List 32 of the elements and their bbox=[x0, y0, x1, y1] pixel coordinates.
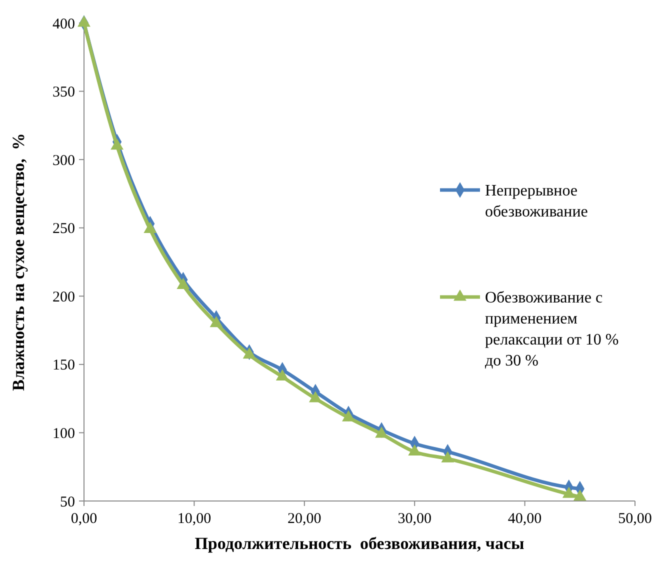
y-tick-label: 400 bbox=[52, 16, 75, 32]
x-tick-label: 50,00 bbox=[618, 511, 652, 527]
y-tick-label: 100 bbox=[52, 426, 75, 442]
point bbox=[276, 369, 289, 380]
x-tick-label: 20,00 bbox=[288, 511, 322, 527]
y-axis-title: Влажность на сухое вещество, % bbox=[9, 133, 28, 391]
y-tick-label: 50 bbox=[60, 494, 75, 510]
point bbox=[210, 316, 223, 328]
point bbox=[573, 489, 586, 501]
y-tick-label: 200 bbox=[52, 289, 75, 306]
y-tick-label: 300 bbox=[52, 152, 75, 169]
legend-label: Непрерывное обезвоживание bbox=[485, 182, 588, 221]
legend-label: Обезвоживание с применением релаксации от 10 % до 30 % bbox=[485, 290, 619, 370]
point bbox=[110, 138, 124, 150]
x-tick-label: 40,00 bbox=[508, 511, 542, 527]
y-tick-label: 350 bbox=[52, 84, 75, 101]
y-tick-label: 150 bbox=[52, 358, 75, 374]
point bbox=[176, 278, 190, 289]
x-axis-title: Продолжительность обезвоживания, часы bbox=[194, 534, 524, 553]
point bbox=[375, 426, 388, 438]
point bbox=[144, 222, 157, 233]
point bbox=[342, 410, 355, 422]
point bbox=[78, 16, 90, 27]
x-tick-label: 30,00 bbox=[398, 511, 432, 527]
x-tick-label: 0,00 bbox=[70, 511, 98, 527]
point bbox=[408, 444, 422, 456]
point bbox=[562, 486, 576, 498]
point bbox=[308, 391, 322, 402]
point bbox=[441, 451, 454, 462]
x-tick-label: 10,00 bbox=[177, 511, 212, 527]
y-tick-label: 250 bbox=[52, 221, 75, 238]
point bbox=[242, 347, 256, 359]
